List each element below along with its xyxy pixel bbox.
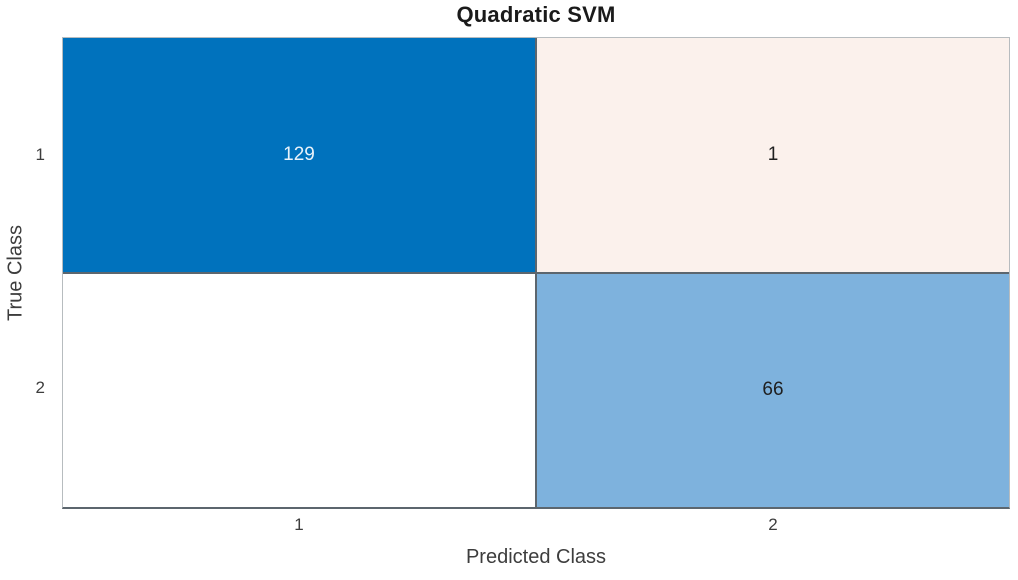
cell-true1-pred2: 1 <box>537 38 1009 272</box>
y-axis-label: True Class <box>4 225 27 321</box>
cell-value: 66 <box>762 379 784 401</box>
cell-true1-pred1: 129 <box>63 38 535 272</box>
chart-title: Quadratic SVM <box>456 2 616 27</box>
cell-true2-pred1 <box>63 273 535 507</box>
cell-value: 129 <box>283 143 315 165</box>
x-tick-2: 2 <box>768 515 778 534</box>
y-tick-1: 1 <box>35 145 45 164</box>
y-tick-2: 2 <box>35 378 45 397</box>
x-axis-label: Predicted Class <box>465 546 607 568</box>
cell-value: 1 <box>767 143 779 165</box>
confusion-matrix-grid: 129 1 66 <box>62 37 1010 509</box>
x-tick-1: 1 <box>294 515 304 534</box>
cell-true2-pred2: 66 <box>537 273 1009 507</box>
